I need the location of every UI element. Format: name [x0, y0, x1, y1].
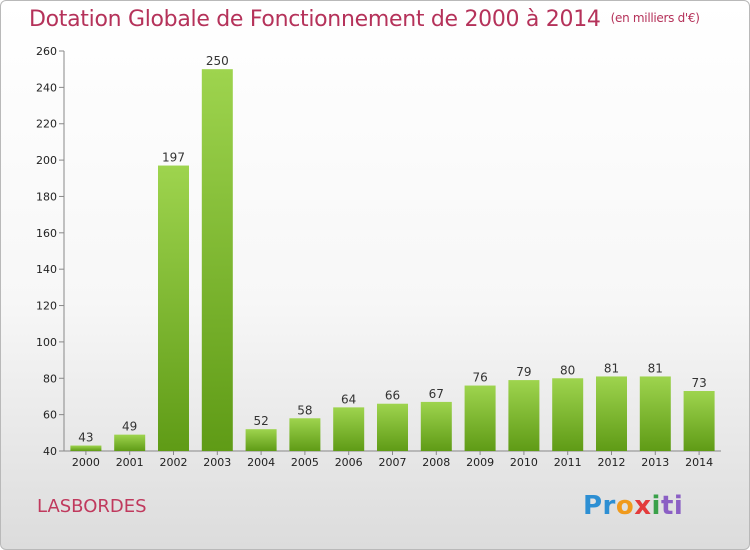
data-label-2007: 66 — [385, 389, 400, 403]
x-tick-label: 2007 — [379, 456, 407, 469]
bar-2008 — [420, 401, 452, 451]
bar-2010 — [508, 380, 540, 451]
x-tick-label: 2005 — [291, 456, 319, 469]
y-tick-label: 220 — [36, 118, 57, 131]
data-label-2011: 80 — [560, 363, 575, 377]
bar-2001 — [114, 434, 146, 451]
chart-title-text: Dotation Globale de Fonctionnement de 20… — [29, 7, 601, 32]
logo-part: x — [634, 491, 652, 521]
bar-2009 — [464, 385, 496, 451]
y-tick-label: 100 — [36, 336, 57, 349]
x-tick-label: 2004 — [247, 456, 275, 469]
y-tick-label: 120 — [36, 300, 57, 313]
logo-part: Pr — [583, 491, 616, 521]
x-tick-label: 2003 — [203, 456, 231, 469]
x-tick-label: 2012 — [598, 456, 626, 469]
y-tick-label: 260 — [36, 45, 57, 58]
y-tick-label: 240 — [36, 81, 57, 94]
y-tick-label: 60 — [43, 409, 57, 422]
bar-2002 — [158, 165, 189, 451]
x-tick-label: 2002 — [160, 456, 188, 469]
data-label-2013: 81 — [648, 361, 663, 375]
data-label-2006: 64 — [341, 392, 356, 406]
bar-2000 — [70, 445, 102, 451]
bar-2004 — [245, 429, 277, 451]
logo-part: i — [651, 491, 661, 521]
bar-2007 — [377, 403, 408, 451]
x-tick-label: 2014 — [685, 456, 713, 469]
y-tick-label: 80 — [43, 372, 57, 385]
chart-title: Dotation Globale de Fonctionnement de 20… — [29, 7, 700, 32]
x-tick-label: 2001 — [116, 456, 144, 469]
data-label-2008: 67 — [429, 387, 444, 401]
x-tick-label: 2011 — [554, 456, 582, 469]
y-tick-label: 180 — [36, 190, 57, 203]
y-tick-label: 140 — [36, 263, 57, 276]
bar-2013 — [639, 376, 671, 451]
data-label-2014: 73 — [691, 376, 706, 390]
data-label-2002: 197 — [162, 151, 185, 165]
bar-2003 — [201, 69, 233, 451]
data-label-2003: 250 — [206, 54, 229, 68]
bar-2012 — [596, 376, 627, 451]
data-label-2010: 79 — [516, 365, 531, 379]
bar-2005 — [289, 418, 321, 451]
logo-part: ti — [660, 491, 684, 521]
logo-part: o — [615, 491, 635, 521]
bar-2014 — [683, 391, 715, 451]
data-label-2004: 52 — [253, 414, 268, 428]
y-tick-label: 160 — [36, 227, 57, 240]
bar-2011 — [552, 378, 584, 451]
x-tick-label: 2008 — [422, 456, 450, 469]
chart-units: (en milliers d'€) — [610, 11, 700, 25]
data-label-2001: 49 — [122, 420, 137, 434]
place-name: LASBORDES — [37, 496, 147, 517]
x-tick-label: 2000 — [72, 456, 100, 469]
data-label-2009: 76 — [472, 371, 487, 385]
x-tick-label: 2010 — [510, 456, 538, 469]
bar-2006 — [333, 407, 365, 451]
y-tick-label: 40 — [43, 445, 57, 458]
x-tick-label: 2009 — [466, 456, 494, 469]
y-tick-label: 200 — [36, 154, 57, 167]
data-label-2005: 58 — [297, 403, 312, 417]
x-tick-label: 2006 — [335, 456, 363, 469]
proxiti-logo: Proxiti — [583, 491, 683, 521]
data-label-2012: 81 — [604, 361, 619, 375]
x-tick-label: 2013 — [641, 456, 669, 469]
data-label-2000: 43 — [78, 431, 93, 445]
